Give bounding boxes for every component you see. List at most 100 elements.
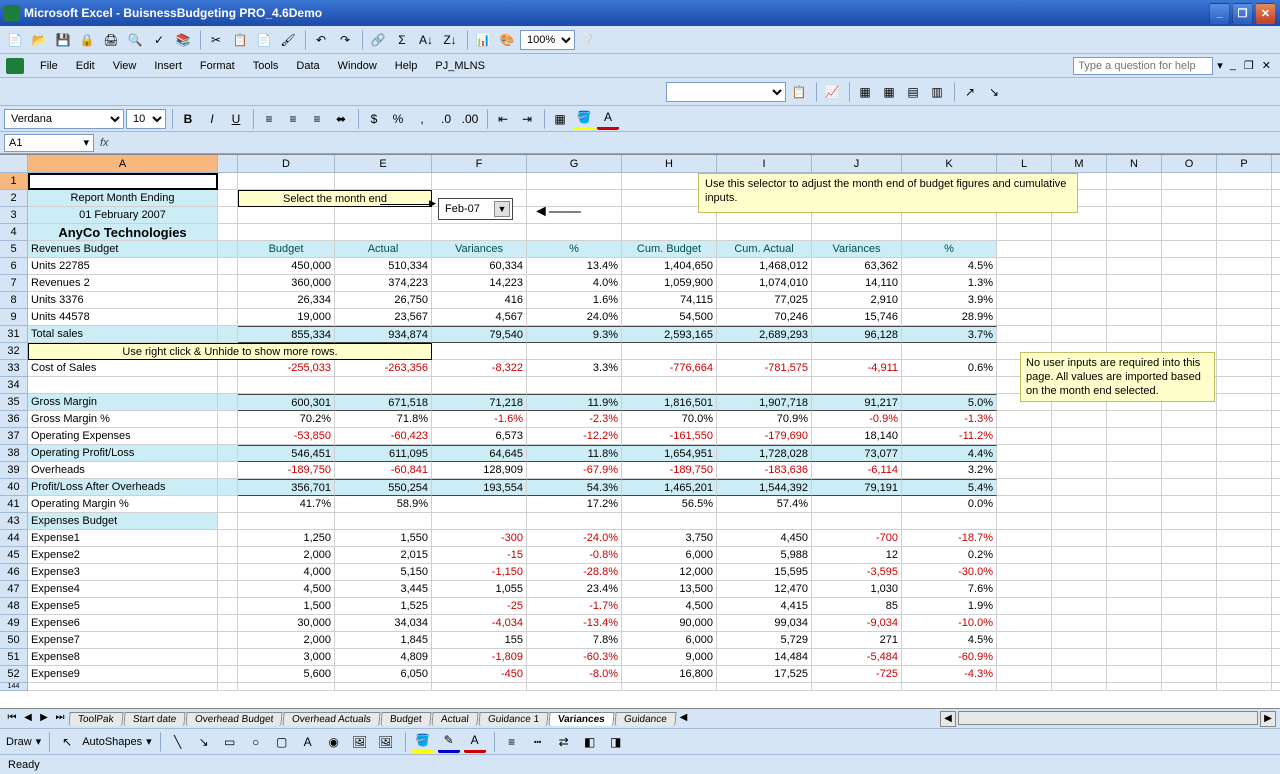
menu-help[interactable]: Help [387, 58, 426, 74]
drawing-icon[interactable]: 🎨 [496, 29, 518, 51]
cut-icon[interactable]: ✂ [205, 29, 227, 51]
hscroll-left-icon[interactable]: ◀ [940, 711, 956, 727]
menu-window[interactable]: Window [330, 58, 385, 74]
merge-icon[interactable]: ⬌ [330, 108, 352, 130]
comma-icon[interactable]: , [411, 108, 433, 130]
angle-cw-icon[interactable]: ↘ [983, 81, 1005, 103]
copy-icon[interactable]: 📋 [229, 29, 251, 51]
draw-menu[interactable]: Draw [6, 736, 32, 748]
font-select[interactable]: Verdana [4, 109, 124, 129]
wordart-icon[interactable]: A [297, 731, 319, 753]
sheet-tab-budget[interactable]: Budget [381, 712, 432, 726]
sheet-tab-variances[interactable]: Variances [548, 712, 614, 726]
sheet-tab-toolpak[interactable]: ToolPak [68, 712, 123, 726]
preview-icon[interactable]: 🔍 [124, 29, 146, 51]
legend-icon[interactable]: ▦ [854, 81, 876, 103]
hscroll-track[interactable] [958, 711, 1258, 725]
menu-edit[interactable]: Edit [68, 58, 103, 74]
sort-asc-icon[interactable]: A↓ [415, 29, 437, 51]
permission-icon[interactable]: 🔒 [76, 29, 98, 51]
underline-button[interactable]: U [225, 108, 247, 130]
dec-decimal-icon[interactable]: .00 [459, 108, 481, 130]
hyperlink-icon[interactable]: 🔗 [367, 29, 389, 51]
chart-icon[interactable]: 📊 [472, 29, 494, 51]
menu-data[interactable]: Data [288, 58, 327, 74]
arrow-icon[interactable]: ↘ [193, 731, 215, 753]
clipart-icon[interactable]: 🖼 [349, 731, 371, 753]
oval-icon[interactable]: ○ [245, 731, 267, 753]
format-painter-icon[interactable]: 🖌 [277, 29, 299, 51]
menu-pjmlns[interactable]: PJ_MLNS [427, 58, 493, 74]
arrow-style-icon[interactable]: ⇄ [553, 731, 575, 753]
mdi-close-icon[interactable]: ✕ [1259, 59, 1274, 72]
menu-format[interactable]: Format [192, 58, 243, 74]
sheet-tab-overhead-actuals[interactable]: Overhead Actuals [283, 712, 381, 726]
sort-desc-icon[interactable]: Z↓ [439, 29, 461, 51]
chart-format-icon[interactable]: 📋 [788, 81, 810, 103]
inc-indent-icon[interactable]: ⇥ [516, 108, 538, 130]
dash-style-icon[interactable]: ┅ [527, 731, 549, 753]
align-right-icon[interactable]: ≡ [306, 108, 328, 130]
inc-decimal-icon[interactable]: .0 [435, 108, 457, 130]
help-icon[interactable]: ❔ [577, 29, 599, 51]
bold-button[interactable]: B [177, 108, 199, 130]
save-icon[interactable]: 💾 [52, 29, 74, 51]
borders-icon[interactable]: ▦ [549, 108, 571, 130]
sheet-tab-actual[interactable]: Actual [431, 712, 478, 726]
help-input[interactable] [1073, 57, 1213, 75]
research-icon[interactable]: 📚 [172, 29, 194, 51]
diagram-icon[interactable]: ◉ [323, 731, 345, 753]
currency-icon[interactable]: $ [363, 108, 385, 130]
maximize-button[interactable]: ❐ [1232, 3, 1253, 24]
print-icon[interactable]: 🖨 [100, 29, 122, 51]
sheet-tab-overhead-budget[interactable]: Overhead Budget [185, 712, 283, 726]
align-center-icon[interactable]: ≡ [282, 108, 304, 130]
redo-icon[interactable]: ↷ [334, 29, 356, 51]
spell-icon[interactable]: ✓ [148, 29, 170, 51]
by-row-icon[interactable]: ▤ [902, 81, 924, 103]
chart-type-icon[interactable]: 📈 [821, 81, 843, 103]
tab-nav-first-icon[interactable]: ⏮ [4, 711, 20, 727]
font-color2-icon[interactable]: A [464, 731, 486, 753]
worksheet-area[interactable]: Use this selector to adjust the month en… [0, 154, 1280, 708]
shadow-icon[interactable]: ◧ [579, 731, 601, 753]
minimize-button[interactable]: _ [1209, 3, 1230, 24]
fill-color-icon[interactable]: 🪣 [573, 108, 595, 130]
undo-icon[interactable]: ↶ [310, 29, 332, 51]
close-button[interactable]: ✕ [1255, 3, 1276, 24]
fill-icon[interactable]: 🪣 [412, 731, 434, 753]
autosum-icon[interactable]: Σ [391, 29, 413, 51]
menu-tools[interactable]: Tools [245, 58, 287, 74]
paste-icon[interactable]: 📄 [253, 29, 275, 51]
chevron-down-icon[interactable]: ▼ [494, 201, 510, 217]
fx-icon[interactable]: fx [100, 137, 118, 149]
tab-nav-prev-icon[interactable]: ◀ [20, 711, 36, 727]
sheet-tab-guidance-1[interactable]: Guidance 1 [478, 712, 548, 726]
picture-icon[interactable]: 🖼 [375, 731, 397, 753]
open-icon[interactable]: 📂 [28, 29, 50, 51]
menu-view[interactable]: View [105, 58, 145, 74]
by-col-icon[interactable]: ▥ [926, 81, 948, 103]
mdi-minimize-icon[interactable]: _ [1227, 59, 1239, 72]
chart-object-select[interactable] [666, 82, 786, 102]
hscroll-right-icon[interactable]: ▶ [1260, 711, 1276, 727]
tab-nav-last-icon[interactable]: ⏭ [52, 711, 68, 727]
align-left-icon[interactable]: ≡ [258, 108, 280, 130]
month-dropdown[interactable]: Feb-07▼ [438, 198, 513, 220]
3d-icon[interactable]: ◨ [605, 731, 627, 753]
textbox-icon[interactable]: ▢ [271, 731, 293, 753]
font-color-icon[interactable]: A [597, 108, 619, 130]
data-table-icon[interactable]: ▦ [878, 81, 900, 103]
mdi-restore-icon[interactable]: ❐ [1241, 59, 1257, 72]
line-color-icon[interactable]: ✎ [438, 731, 460, 753]
name-box[interactable]: A1▾ [4, 134, 94, 152]
menu-file[interactable]: File [32, 58, 66, 74]
line-icon[interactable]: ╲ [167, 731, 189, 753]
menu-insert[interactable]: Insert [146, 58, 190, 74]
help-dropdown-icon[interactable]: ▾ [1217, 59, 1223, 72]
select-objects-icon[interactable]: ↖ [56, 731, 78, 753]
percent-icon[interactable]: % [387, 108, 409, 130]
rectangle-icon[interactable]: ▭ [219, 731, 241, 753]
tab-scroll-icon[interactable]: ◀ [675, 711, 691, 727]
dec-indent-icon[interactable]: ⇤ [492, 108, 514, 130]
